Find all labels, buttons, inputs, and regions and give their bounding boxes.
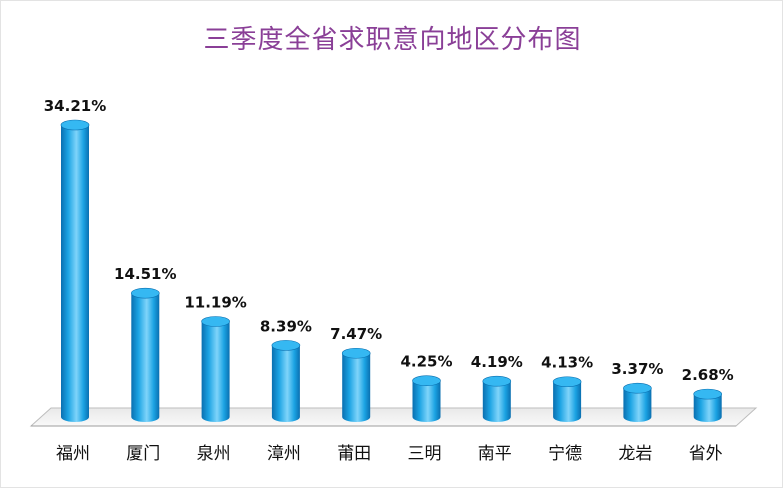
category-label: 南平 (478, 444, 512, 464)
bar-top (201, 316, 230, 327)
data-label: 4.25% (400, 353, 452, 371)
bar-body (412, 380, 441, 423)
data-labels-group: 34.21% 14.51% 11.19% 8.39% 7.47% 4.25% 4.19% 4.… (44, 97, 734, 384)
data-label: 14.51% (114, 265, 176, 283)
category-label: 三明 (408, 444, 442, 464)
data-label: 3.37% (611, 360, 663, 378)
bar-body (623, 388, 652, 423)
data-label: 34.21% (44, 97, 106, 115)
category-label: 莆田 (337, 444, 371, 464)
bar-top (412, 375, 441, 387)
data-label: 4.13% (541, 354, 593, 372)
bar-body (201, 321, 230, 423)
bar-top (131, 287, 160, 299)
bar-body (693, 394, 722, 423)
bar-省外 (693, 388, 723, 423)
bar-福州 (60, 119, 90, 422)
bar-top (623, 382, 652, 394)
bar-厦门 (131, 287, 160, 423)
bar-top (271, 340, 301, 351)
category-label: 省外 (689, 444, 723, 464)
category-label: 龙岩 (618, 444, 652, 464)
bar-莆田 (341, 347, 371, 423)
bar-body (131, 293, 160, 423)
category-label: 泉州 (197, 444, 231, 464)
bar-三明 (412, 375, 441, 423)
category-label: 福州 (56, 444, 90, 464)
data-label: 11.19% (184, 293, 246, 311)
bar-body (271, 345, 300, 423)
data-label: 7.47% (330, 325, 382, 343)
category-label: 厦门 (126, 444, 160, 464)
bar-宁德 (552, 376, 582, 423)
bar-top (552, 376, 582, 388)
bars-group (60, 119, 723, 423)
bar-top (482, 375, 512, 387)
bar-body (553, 381, 582, 423)
data-label: 2.68% (682, 366, 734, 384)
category-labels-group: 福州 厦门 泉州 漳州 莆田 三明 南平 宁德 龙岩 省外 (56, 444, 723, 464)
bar-top (341, 347, 371, 359)
bar-top (693, 388, 723, 400)
bar-body (482, 381, 511, 423)
bar-top (60, 119, 90, 131)
bar-龙岩 (623, 382, 652, 423)
category-label: 宁德 (548, 444, 582, 464)
data-label: 4.19% (471, 353, 523, 371)
category-label: 漳州 (267, 444, 301, 464)
bar-泉州 (201, 316, 230, 423)
bar-南平 (482, 375, 512, 423)
data-label: 8.39% (260, 317, 312, 335)
bar-body (61, 125, 89, 422)
bar-漳州 (271, 340, 301, 423)
bar-body (342, 353, 371, 423)
chart-title: 三季度全省求职意向地区分布图 (203, 25, 582, 55)
